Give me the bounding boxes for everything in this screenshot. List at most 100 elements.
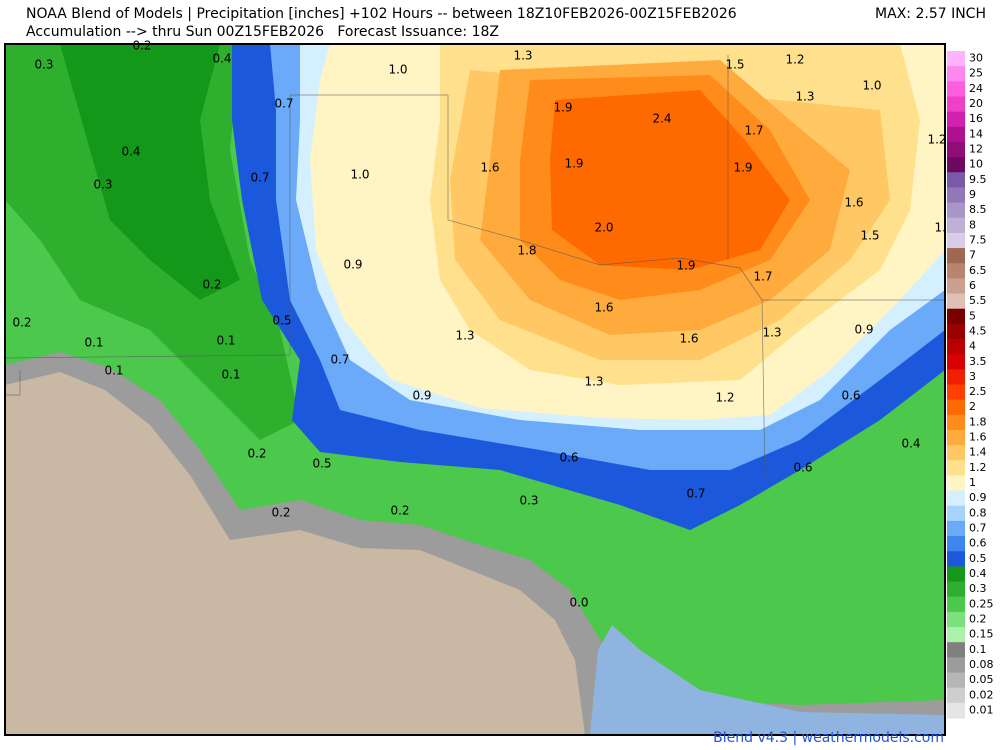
map-value-label: 0.2 <box>390 504 409 518</box>
map-value-label: 0.7 <box>274 97 293 111</box>
legend-swatch <box>947 232 965 249</box>
legend-label: 0.1 <box>969 643 987 656</box>
legend-swatch <box>947 66 965 82</box>
legend-label: 1.6 <box>969 431 987 444</box>
legend-swatch <box>947 596 965 613</box>
legend-label: 6.5 <box>969 264 987 277</box>
map-value-label: 0.6 <box>559 451 578 465</box>
map-frame <box>4 43 946 736</box>
map-value-label: 0.5 <box>272 314 291 328</box>
legend-label: 0.6 <box>969 537 987 550</box>
map-value-label: 0.7 <box>330 353 349 367</box>
map-value-label: 1.5 <box>860 229 879 243</box>
legend-label: 16 <box>969 112 983 125</box>
legend-label: 4.5 <box>969 324 987 337</box>
map-value-label: 1.6 <box>679 332 698 346</box>
map-value-label: 0.1 <box>221 368 240 382</box>
map-value-label: 0.4 <box>121 145 140 159</box>
legend-swatch <box>947 672 965 689</box>
map-value-label: 1.0 <box>388 63 407 77</box>
map-value-label: 1.3 <box>513 49 532 63</box>
legend-label: 7.5 <box>969 233 987 246</box>
map-value-label: 1.6 <box>480 161 499 175</box>
map-value-label: 0.2 <box>12 316 31 330</box>
map-value-label: 1.9 <box>733 161 752 175</box>
map-value-label: 0.9 <box>854 323 873 337</box>
legend-label: 1.8 <box>969 415 987 428</box>
legend-swatch <box>947 354 965 370</box>
title-line2: Accumulation --> thru Sun 00Z15FEB2026 F… <box>26 24 499 40</box>
legend-label: 10 <box>969 158 983 171</box>
map-value-label: 1.2 <box>785 53 804 67</box>
legend-swatch <box>947 490 965 507</box>
legend-swatch <box>947 369 965 385</box>
map-value-label: 0.7 <box>686 487 705 501</box>
map-value-label: 1.7 <box>744 124 763 138</box>
legend-swatch <box>947 611 965 628</box>
map-value-label: 1.9 <box>676 259 695 273</box>
legend-label: 1.2 <box>969 461 987 474</box>
map-value-label: 1.3 <box>584 375 603 389</box>
legend-label: 0.15 <box>969 628 994 641</box>
map-value-label: 0.9 <box>343 258 362 272</box>
legend-swatch <box>947 126 965 143</box>
legend-label: 14 <box>969 127 983 140</box>
legend-swatch <box>947 384 965 401</box>
legend-swatch <box>947 475 965 492</box>
legend-label: 12 <box>969 143 983 156</box>
legend-label: 5 <box>969 309 976 322</box>
map-value-label: 0.3 <box>519 494 538 508</box>
legend-label: 0.25 <box>969 597 994 610</box>
legend-swatch <box>947 96 965 113</box>
map-value-label: 0.4 <box>212 52 231 66</box>
legend-swatch <box>947 293 965 310</box>
legend-swatch <box>947 263 965 279</box>
map-value-label: 1.6 <box>594 301 613 315</box>
legend-swatch <box>947 520 965 537</box>
legend-label: 3.5 <box>969 355 987 368</box>
legend-label: 2.5 <box>969 385 987 398</box>
map-value-label: 1.7 <box>753 270 772 284</box>
map-value-label: 0.6 <box>841 389 860 403</box>
legend-label: 5.5 <box>969 294 987 307</box>
legend-swatch <box>947 323 965 340</box>
legend-swatch <box>947 172 965 188</box>
legend-label: 0.05 <box>969 673 994 686</box>
legend-label: 6 <box>969 279 976 292</box>
legend-swatch <box>947 399 965 416</box>
legend-swatch <box>947 414 965 431</box>
legend-swatch <box>947 445 965 461</box>
legend-swatch <box>947 157 965 173</box>
legend-label: 9.5 <box>969 173 987 186</box>
legend-swatch <box>947 536 965 552</box>
legend-label: 7 <box>969 249 976 262</box>
legend-label: 0.8 <box>969 506 987 519</box>
legend-label: 0.3 <box>969 582 987 595</box>
map-value-label: 0.4 <box>901 437 920 451</box>
map-value-label: 0.1 <box>84 336 103 350</box>
map-value-label: 1.3 <box>762 326 781 340</box>
legend-swatch <box>947 141 965 158</box>
map-value-label: 0.2 <box>271 506 290 520</box>
map-value-label: 1.6 <box>844 196 863 210</box>
map-value-label: 1.9 <box>564 157 583 171</box>
legend-label: 0.5 <box>969 552 987 565</box>
legend-label: 1 <box>969 476 976 489</box>
legend-label: 9 <box>969 188 976 201</box>
map-value-label: 1.9 <box>553 101 572 115</box>
map-value-label: 2.4 <box>652 112 671 126</box>
legend-swatch <box>947 642 965 658</box>
legend-label: 8.5 <box>969 203 987 216</box>
map-value-label: 0.3 <box>34 58 53 72</box>
legend-swatch <box>947 581 965 598</box>
legend-swatch <box>947 278 965 295</box>
legend-label: 0.01 <box>969 703 994 716</box>
legend-label: 1.4 <box>969 446 987 459</box>
legend-label: 24 <box>969 82 983 95</box>
map-value-label: 1.3 <box>455 329 474 343</box>
map-value-label: 1.8 <box>517 244 536 258</box>
legend-swatch <box>947 551 965 567</box>
map-value-label: 0.5 <box>312 457 331 471</box>
map-value-label: 0.2 <box>202 278 221 292</box>
